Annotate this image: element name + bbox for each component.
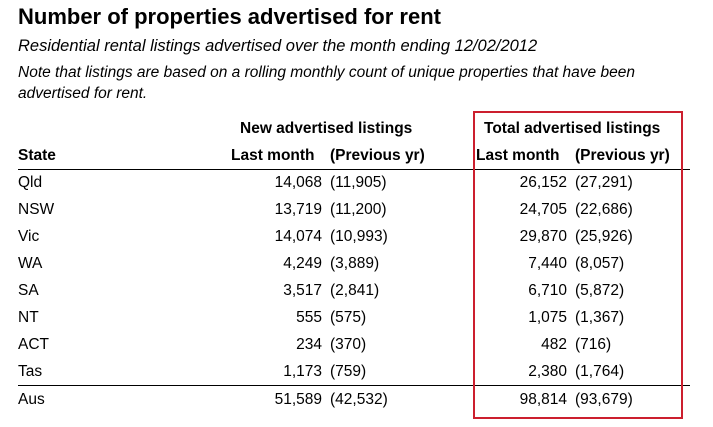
cell-total-last: 29,870 bbox=[519, 228, 567, 245]
table-row: NT 555 (575) 1,075 (1,367) bbox=[18, 305, 690, 331]
cell-total-last: 6,710 bbox=[528, 282, 567, 299]
group-header-new: New advertised listings bbox=[240, 120, 413, 137]
total-divider bbox=[18, 385, 690, 386]
cell-total-prev: (716) bbox=[575, 336, 612, 353]
cell-total-last: 1,075 bbox=[528, 309, 567, 326]
column-header-state: State bbox=[18, 147, 56, 164]
page-title: Number of properties advertised for rent bbox=[18, 4, 441, 29]
cell-total-prev: (27,291) bbox=[575, 174, 633, 191]
cell-total-prev: (8,057) bbox=[575, 255, 625, 272]
cell-state: Vic bbox=[18, 228, 40, 245]
cell-new-prev: (11,905) bbox=[330, 174, 387, 191]
cell-state: Tas bbox=[18, 363, 43, 380]
cell-total-prev: (25,926) bbox=[575, 228, 633, 245]
cell-new-last: 14,068 bbox=[274, 174, 322, 191]
column-header-new-prev: (Previous yr) bbox=[330, 147, 425, 164]
cell-total-prev: (5,872) bbox=[575, 282, 625, 299]
table-row: Qld 14,068 (11,905) 26,152 (27,291) bbox=[18, 170, 690, 196]
table-row: NSW 13,719 (11,200) 24,705 (22,686) bbox=[18, 197, 690, 223]
cell-new-prev: (759) bbox=[330, 363, 367, 380]
cell-new-last: 14,074 bbox=[274, 228, 322, 245]
cell-new-prev: (370) bbox=[330, 336, 367, 353]
cell-total-last: 24,705 bbox=[519, 201, 567, 218]
cell-new-last: 13,719 bbox=[274, 201, 322, 218]
cell-total-prev: (1,764) bbox=[575, 363, 625, 380]
table-row: Vic 14,074 (10,993) 29,870 (25,926) bbox=[18, 224, 690, 250]
cell-total-last: 98,814 bbox=[519, 391, 567, 408]
cell-new-prev: (2,841) bbox=[330, 282, 380, 299]
cell-state: NSW bbox=[18, 201, 55, 218]
table-row: Aus 51,589 (42,532) 98,814 (93,679) bbox=[18, 387, 690, 413]
cell-state: Qld bbox=[18, 174, 43, 191]
cell-new-prev: (3,889) bbox=[330, 255, 380, 272]
group-header-total: Total advertised listings bbox=[484, 120, 661, 137]
cell-new-prev: (11,200) bbox=[330, 201, 387, 218]
column-header-new-last: Last month bbox=[231, 147, 315, 164]
cell-new-prev: (10,993) bbox=[330, 228, 388, 245]
cell-total-last: 482 bbox=[541, 336, 567, 353]
cell-new-prev: (42,532) bbox=[330, 391, 388, 408]
cell-total-prev: (93,679) bbox=[575, 391, 633, 408]
header-divider bbox=[18, 169, 690, 170]
cell-total-last: 26,152 bbox=[519, 174, 567, 191]
cell-state: NT bbox=[18, 309, 39, 326]
note-text: Note that listings are based on a rollin… bbox=[18, 64, 635, 102]
cell-new-last: 51,589 bbox=[274, 391, 322, 408]
cell-new-last: 234 bbox=[296, 336, 322, 353]
cell-state: SA bbox=[18, 282, 39, 299]
cell-new-last: 555 bbox=[296, 309, 322, 326]
cell-state: ACT bbox=[18, 336, 49, 353]
table-row: SA 3,517 (2,841) 6,710 (5,872) bbox=[18, 278, 690, 304]
table-row: ACT 234 (370) 482 (716) bbox=[18, 332, 690, 358]
cell-total-prev: (22,686) bbox=[575, 201, 633, 218]
cell-new-last: 3,517 bbox=[283, 282, 322, 299]
subtitle: Residential rental listings advertised o… bbox=[18, 37, 538, 55]
cell-new-prev: (575) bbox=[330, 309, 367, 326]
column-header-total-prev: (Previous yr) bbox=[575, 147, 670, 164]
cell-new-last: 1,173 bbox=[283, 363, 322, 380]
column-header-total-last: Last month bbox=[476, 147, 560, 164]
cell-new-last: 4,249 bbox=[283, 255, 322, 272]
cell-total-last: 7,440 bbox=[528, 255, 567, 272]
cell-total-prev: (1,367) bbox=[575, 309, 625, 326]
cell-total-last: 2,380 bbox=[528, 363, 567, 380]
cell-state: Aus bbox=[18, 391, 45, 408]
cell-state: WA bbox=[18, 255, 43, 272]
table-row: WA 4,249 (3,889) 7,440 (8,057) bbox=[18, 251, 690, 277]
table-row: Tas 1,173 (759) 2,380 (1,764) bbox=[18, 359, 690, 385]
total-listings-highlight bbox=[473, 111, 683, 419]
